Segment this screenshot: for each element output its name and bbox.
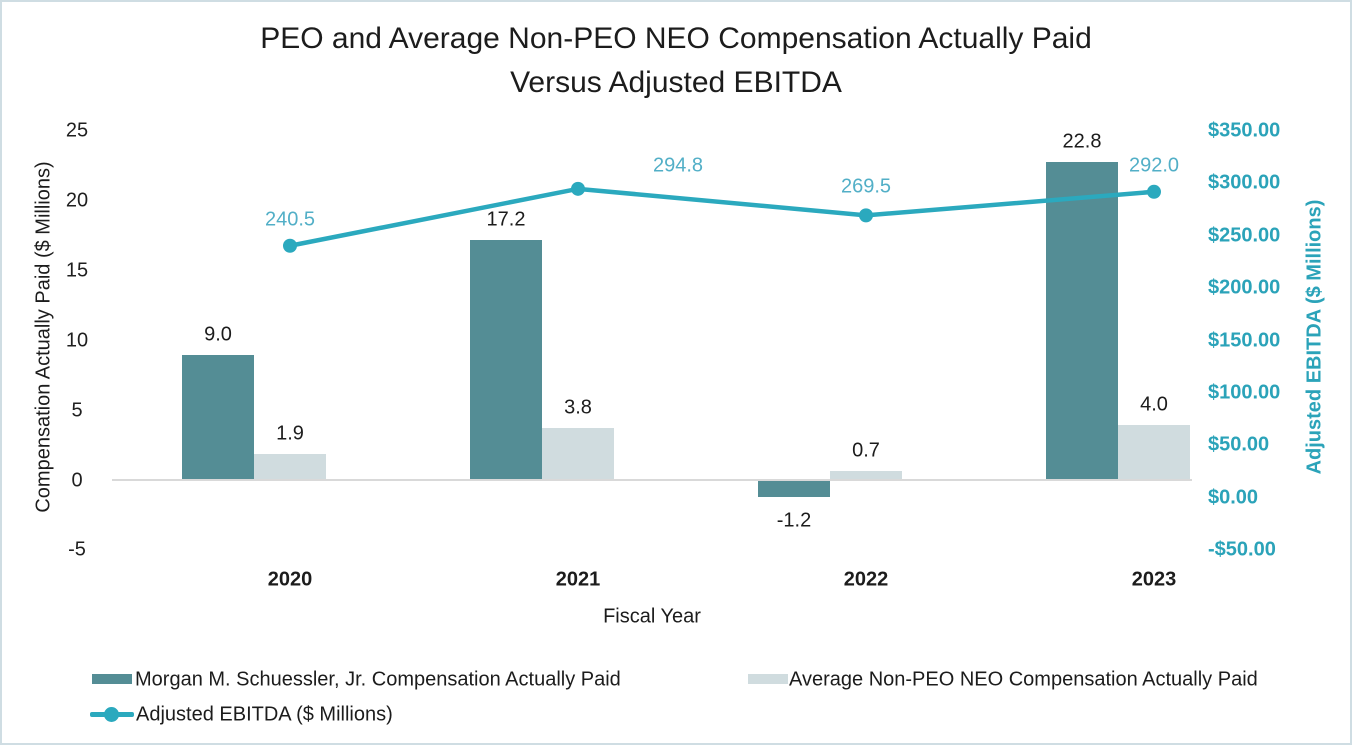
x-axis-title: Fiscal Year <box>603 605 701 628</box>
bar-value-label: -1.2 <box>776 509 812 532</box>
x-axis-tick-label: 2020 <box>267 568 313 591</box>
legend-label-nonpeo-bar: Average Non-PEO NEO Compensation Actuall… <box>789 668 1258 691</box>
line-value-label: 294.8 <box>652 154 704 177</box>
right-axis-tick-label: $300.00 <box>1208 171 1281 194</box>
ebitda-point-marker <box>1147 184 1161 199</box>
legend-swatch-peo-bar <box>92 674 132 684</box>
left-axis-tick-label: 5 <box>71 399 83 422</box>
left-axis-tick-label: 15 <box>65 259 89 282</box>
left-axis-tick-label: 10 <box>65 329 89 352</box>
x-axis-tick-label: 2023 <box>1131 568 1177 591</box>
bar-value-label: 22.8 <box>1062 130 1102 153</box>
left-axis-tick-label: 20 <box>65 189 89 212</box>
line-value-label: 240.5 <box>264 208 316 231</box>
bar-nonpeo-neo <box>254 454 326 481</box>
ebitda-point-marker <box>571 181 585 196</box>
line-value-label: 269.5 <box>840 175 892 198</box>
bar-nonpeo-neo <box>542 427 614 481</box>
bar-value-label: 1.9 <box>276 422 304 445</box>
chart-title-line-2: Versus Adjusted EBITDA <box>510 66 842 99</box>
right-axis-tick-label: $350.00 <box>1208 119 1281 142</box>
bar-peo <box>1046 162 1118 481</box>
right-axis-tick-label: $200.00 <box>1208 276 1281 299</box>
x-axis-tick-label: 2022 <box>843 568 889 591</box>
chart-title-line-1: PEO and Average Non-PEO NEO Compensation… <box>260 22 1092 55</box>
bar-value-label: 3.8 <box>564 396 592 419</box>
legend-marker-ebitda-icon <box>104 707 119 722</box>
bar-value-label: 4.0 <box>1140 393 1168 416</box>
bar-value-label: 17.2 <box>486 208 526 231</box>
right-axis-tick-label: $100.00 <box>1208 381 1281 404</box>
x-axis-tick-label: 2021 <box>555 568 601 591</box>
legend-label-peo-bar: Morgan M. Schuessler, Jr. Compensation A… <box>135 668 621 691</box>
ebitda-point-marker <box>859 208 873 223</box>
bar-peo <box>758 480 830 498</box>
left-axis-tick-label: -5 <box>68 538 86 561</box>
right-axis-tick-label: $150.00 <box>1208 329 1281 352</box>
legend-swatch-nonpeo-bar <box>748 674 788 684</box>
right-axis-tick-label: $50.00 <box>1208 433 1270 456</box>
legend-label-ebitda: Adjusted EBITDA ($ Millions) <box>136 703 393 726</box>
bar-value-label: 9.0 <box>204 323 232 346</box>
right-axis-tick-label: $0.00 <box>1208 486 1259 509</box>
right-axis-title: Adjusted EBITDA ($ Millions) <box>1303 199 1326 475</box>
right-axis-tick-label: -$50.00 <box>1208 538 1276 561</box>
ebitda-line <box>289 186 1155 248</box>
bar-nonpeo-neo <box>1118 424 1190 481</box>
left-axis-tick-label: 0 <box>71 469 83 492</box>
line-value-label: 292.0 <box>1128 154 1180 177</box>
bar-peo <box>470 240 542 481</box>
bar-value-label: 0.7 <box>852 439 880 462</box>
bar-peo <box>182 354 254 481</box>
x-axis-line <box>112 479 1192 481</box>
ebitda-point-marker <box>283 238 297 253</box>
right-axis-tick-label: $250.00 <box>1208 224 1281 247</box>
left-axis-tick-label: 25 <box>65 119 89 142</box>
bar-nonpeo-neo <box>830 470 902 481</box>
chart-title: PEO and Average Non-PEO NEO Compensation… <box>2 17 1350 105</box>
